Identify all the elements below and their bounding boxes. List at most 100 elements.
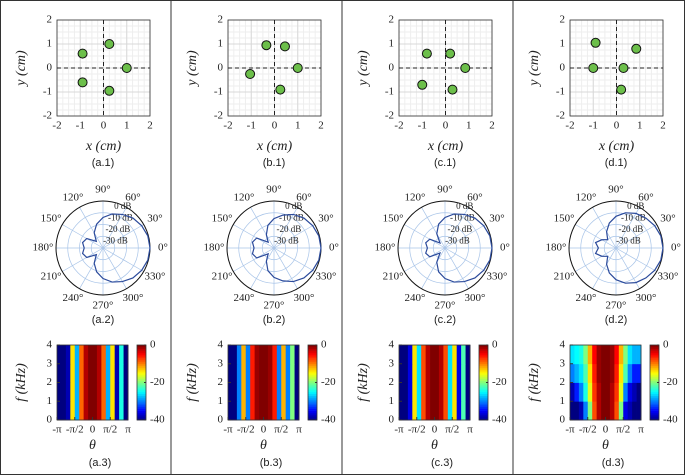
- angle-label: 120°: [234, 191, 255, 203]
- x-tick-label: π: [125, 424, 131, 436]
- heat-cell: [609, 382, 615, 402]
- y-tick-label: 1: [47, 38, 53, 50]
- y-tick-label: 1: [560, 395, 566, 407]
- colorbar-step: [650, 369, 659, 372]
- heat-cell: [456, 401, 462, 421]
- r-tick-label: -30 dB: [445, 236, 470, 246]
- y-tick-label: 2: [560, 376, 566, 388]
- x-axis-label: θ: [431, 438, 438, 453]
- y-tick-label: 0: [560, 62, 566, 74]
- colorbar-step: [308, 418, 317, 421]
- colorbar-step: [479, 360, 488, 363]
- colorbar-step: [308, 361, 317, 365]
- heat-cell: [434, 382, 440, 402]
- heat-cell: [110, 363, 116, 383]
- y-tick-label: -1: [556, 86, 565, 98]
- beam-pattern: [251, 213, 322, 283]
- r-tick-label: -10 dB: [621, 213, 646, 223]
- heat-cell: [412, 345, 418, 365]
- angle-label: 270°: [93, 300, 114, 312]
- heat-cell: [618, 345, 624, 365]
- point: [121, 63, 132, 73]
- radial-grid: [592, 224, 640, 272]
- colorbar-step: [308, 388, 317, 391]
- colorbar-step: [650, 406, 659, 410]
- heat-cell: [290, 382, 295, 402]
- heat-cell: [114, 401, 120, 421]
- heat-cell: [123, 382, 129, 402]
- heat-cell: [416, 401, 422, 421]
- x-tick-label: -1: [76, 120, 85, 132]
- heat-cell: [232, 401, 238, 421]
- colorbar-step: [650, 416, 659, 419]
- heat-cell: [123, 363, 129, 383]
- heat-cell: [65, 345, 71, 365]
- x-tick-label: π/2: [616, 424, 630, 436]
- y-tick-label: 2: [560, 14, 566, 26]
- colorbar-step: [479, 382, 488, 385]
- heat-cell: [592, 401, 598, 421]
- heat-cell: [290, 345, 295, 365]
- heat-cell: [596, 382, 602, 402]
- colorbar-step: [137, 403, 146, 406]
- colorbar-step: [650, 345, 659, 348]
- heat-cell: [452, 363, 458, 383]
- heat-cell: [574, 363, 580, 383]
- heat-cell: [263, 401, 269, 421]
- heat-cell: [294, 382, 300, 402]
- colorbar-step: [479, 373, 488, 376]
- heat-cell: [228, 345, 233, 365]
- colorbar-label: -20: [663, 376, 678, 388]
- colorbar-label: -20: [321, 376, 336, 388]
- x-axis-label: x (cm): [85, 139, 122, 154]
- heat-cell: [61, 363, 67, 383]
- angle-label: 300°: [123, 292, 144, 304]
- heat-cell: [443, 345, 449, 365]
- heat-cell: [636, 382, 642, 402]
- heat-cell: [587, 401, 593, 421]
- heat-cell: [623, 345, 629, 365]
- heat-cell: [399, 363, 404, 383]
- radial-grid: [250, 224, 298, 272]
- point: [417, 79, 428, 90]
- colorbar-step: [308, 405, 317, 408]
- r-tick-label: 0 dB: [456, 201, 473, 211]
- colorbar-step: [650, 395, 659, 398]
- colorbar-step: [137, 395, 146, 398]
- angle-label: 120°: [63, 191, 84, 203]
- colorbar-step: [308, 360, 317, 363]
- heat-cell: [88, 401, 93, 421]
- heat-cell: [70, 345, 76, 365]
- heat-cell: [105, 363, 111, 383]
- heat-cell: [425, 345, 431, 365]
- colorbar-step: [650, 403, 659, 406]
- y-tick-label: 0: [218, 62, 224, 74]
- y-tick-label: 1: [218, 395, 224, 407]
- colorbar-step: [137, 373, 146, 376]
- heat-cell: [627, 382, 633, 402]
- heat-cell: [465, 363, 471, 383]
- heat-cell: [123, 401, 129, 421]
- heat-cell: [294, 401, 300, 421]
- heat-cell: [438, 345, 444, 365]
- heat-cell: [259, 401, 264, 421]
- colorbar-step: [308, 378, 317, 381]
- y-tick-label: 0: [218, 414, 224, 426]
- heat-cell: [281, 363, 287, 383]
- heat-cell: [119, 401, 124, 421]
- colorbar-step: [479, 350, 488, 353]
- heat-cell: [79, 401, 85, 421]
- heat-cell: [452, 345, 458, 365]
- colorbar-step: [137, 376, 146, 380]
- x-tick-label: -π/2: [66, 424, 84, 436]
- colorbar-step: [479, 408, 488, 411]
- angle-label: 270°: [606, 300, 627, 312]
- colorbar-step: [308, 348, 317, 351]
- colorbar-step: [650, 376, 659, 380]
- caption: (d.2): [605, 314, 628, 326]
- r-tick-label: 0 dB: [285, 201, 302, 211]
- colorbar-step: [308, 350, 317, 353]
- radial-grid: [409, 212, 481, 284]
- colorbar-step: [308, 393, 317, 396]
- heat-cell: [119, 363, 124, 383]
